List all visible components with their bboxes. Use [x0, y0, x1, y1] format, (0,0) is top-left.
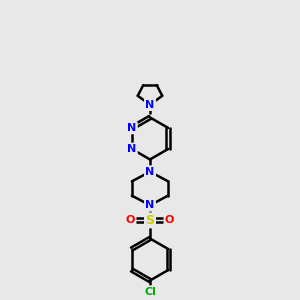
- Text: N: N: [146, 167, 154, 177]
- Text: N: N: [146, 100, 154, 110]
- Text: N: N: [127, 144, 136, 154]
- Text: O: O: [165, 215, 174, 225]
- Text: N: N: [146, 100, 154, 110]
- Text: N: N: [127, 123, 136, 133]
- Text: Cl: Cl: [144, 286, 156, 297]
- Text: O: O: [126, 215, 135, 225]
- Text: N: N: [146, 200, 154, 210]
- Text: S: S: [146, 214, 154, 227]
